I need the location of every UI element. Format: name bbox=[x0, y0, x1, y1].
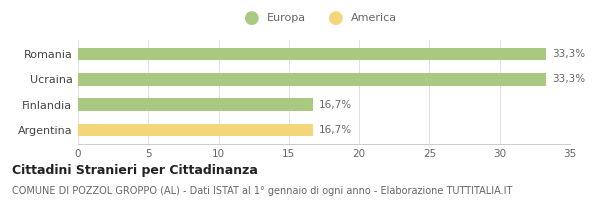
Text: 16,7%: 16,7% bbox=[319, 100, 352, 110]
Text: ●: ● bbox=[244, 9, 260, 27]
Text: 16,7%: 16,7% bbox=[319, 125, 352, 135]
Bar bbox=[78, 124, 313, 136]
Text: ●: ● bbox=[328, 9, 344, 27]
Bar bbox=[78, 48, 546, 60]
Text: 33,3%: 33,3% bbox=[552, 74, 585, 84]
Bar bbox=[78, 73, 546, 86]
Bar bbox=[78, 98, 313, 111]
Text: Europa: Europa bbox=[267, 13, 306, 23]
Text: America: America bbox=[351, 13, 397, 23]
Text: 33,3%: 33,3% bbox=[552, 49, 585, 59]
Text: COMUNE DI POZZOL GROPPO (AL) - Dati ISTAT al 1° gennaio di ogni anno - Elaborazi: COMUNE DI POZZOL GROPPO (AL) - Dati ISTA… bbox=[12, 186, 512, 196]
Text: Cittadini Stranieri per Cittadinanza: Cittadini Stranieri per Cittadinanza bbox=[12, 164, 258, 177]
